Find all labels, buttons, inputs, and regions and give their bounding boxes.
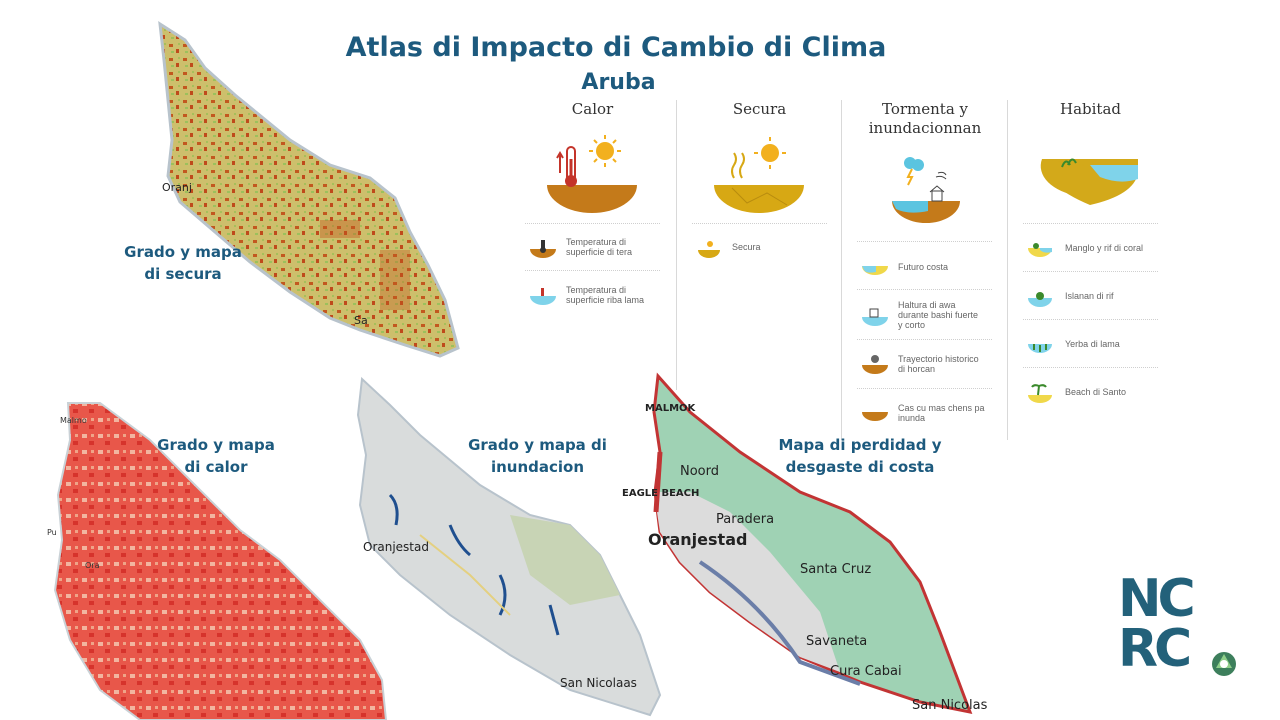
legend-item-hurricane: Trayectorio historico di horcan [898,354,979,374]
legend-header-tormenta-line2: inundacionnan [868,119,982,137]
coastal-map [652,372,973,715]
drought-small-icon [698,241,720,258]
legend-divider [841,100,842,440]
storm-flood-icon [892,157,960,223]
heat-map [53,402,388,720]
legend-row-line [1023,319,1158,320]
page-title: Atlas di Impacto di Cambio di Clima [345,32,887,63]
reef-island-icon [1028,292,1052,307]
heat-map-label-line2: di calor [184,458,248,476]
legend-item-beach: Beach di Santo [1065,387,1127,397]
legend-row-line [1023,367,1158,368]
legend-item-reef-island: Islanan di rif [1065,291,1114,301]
heat-map-place-pu: Pu [47,528,57,537]
legend-divider [1007,100,1008,440]
legend-row-line [857,241,992,242]
legend-row-line [857,289,992,290]
heat-map-label: Grado y mapa di calor [141,434,291,478]
legend-item-flood-house: Cas cu mas chens pa inunda [898,403,985,423]
drought-map-place-oranj: Oranj [162,181,192,194]
coastal-map-place-eaglebeach: EAGLE BEACH [622,488,700,499]
hurricane-track-icon [862,355,888,374]
heat-map-place-ora: Ora [85,561,100,570]
coastal-map-place-malmok: MALMOK [645,403,696,414]
coastal-map-place-noord: Noord [680,464,719,479]
flood-map-place-oranjestad: Oranjestad [363,540,429,554]
drought-sun-icon [714,137,804,213]
coastal-map-place-curacabai: Cura Cabai [830,664,902,679]
recycle-leaf-icon [1212,652,1236,676]
ncrc-logo-line1: NC [1118,569,1196,629]
drought-map-place-sa: Sa [354,314,368,327]
legend-header-calor: Calor [571,100,614,118]
habitat-icon [1040,158,1138,205]
beach-palm-icon [1028,384,1052,403]
legend-item-seagrass: Yerba di lama [1065,339,1120,349]
coastal-map-place-sannicolas: San Nicolas [912,698,988,713]
legend-item-mangrove: Manglo y rif di coral [1065,243,1144,253]
drought-map-label: Grado y mapa di secura [108,241,258,285]
legend-row-line [525,270,660,271]
coastal-map-place-oranjestad: Oranjestad [648,530,748,549]
legend-header-tormenta: Tormenta y inundacionnan [855,100,995,138]
heat-map-place-malmo: Malmo [60,416,87,425]
water-height-icon [862,308,888,326]
coastal-map-place-santacruz: Santa Cruz [800,562,872,577]
legend-row-line [1023,271,1158,272]
legend-row-line [857,388,992,389]
future-coast-icon [862,266,888,275]
legend-item-land-temp: Temperatura di superficie di tera [566,237,633,257]
legend-item-water-height: Haltura di awa durante bashi fuerte y co… [898,300,979,330]
legend-divider [676,100,677,390]
legend-row-line [525,223,660,224]
drought-map [158,21,460,358]
legend-header-habitad: Habitad [1060,100,1121,118]
flood-map-label-line2: inundacion [490,458,585,476]
flood-map [356,376,662,717]
flood-map-label: Grado y mapa di inundacion [460,434,615,478]
flood-house-icon [862,412,888,421]
coastal-map-label-line2: desgaste di costa [785,458,935,476]
seagrass-icon [1028,344,1052,353]
legend-row-line [1023,223,1158,224]
legend-row-line [692,223,827,224]
coastal-map-place-paradera: Paradera [716,512,775,527]
drought-map-label-line1: Grado y mapa [124,243,242,261]
flood-map-label-line1: Grado y mapa di [468,436,607,454]
legend-header-tormenta-line1: Tormenta y [881,100,968,118]
coastal-map-label-line1: Mapa di perdidad y [778,436,942,454]
ncrc-logo-line2: RC [1118,619,1192,679]
sea-surface-temp-icon [530,288,556,305]
heat-map-label-line1: Grado y mapa [157,436,275,454]
coastal-map-label: Mapa di perdidad y desgaste di costa [770,434,950,478]
page-subtitle: Aruba [581,70,656,95]
legend-header-secura: Secura [732,100,787,118]
legend-item-secura: Secura [732,242,761,252]
heat-thermometer-icon [547,135,637,213]
legend-row-line [857,339,992,340]
ncrc-logo: NC RC [1118,569,1248,684]
flood-map-place-sannicolaas: San Nicolaas [560,676,637,690]
coastal-map-place-savaneta: Savaneta [806,634,868,649]
legend-item-future-coast: Futuro costa [898,262,949,272]
land-surface-temp-icon [530,240,556,258]
drought-map-label-line2: di secura [144,265,222,283]
mangrove-icon [1028,243,1052,257]
legend-item-sea-temp: Temperatura di superficie riba lama [566,285,645,305]
